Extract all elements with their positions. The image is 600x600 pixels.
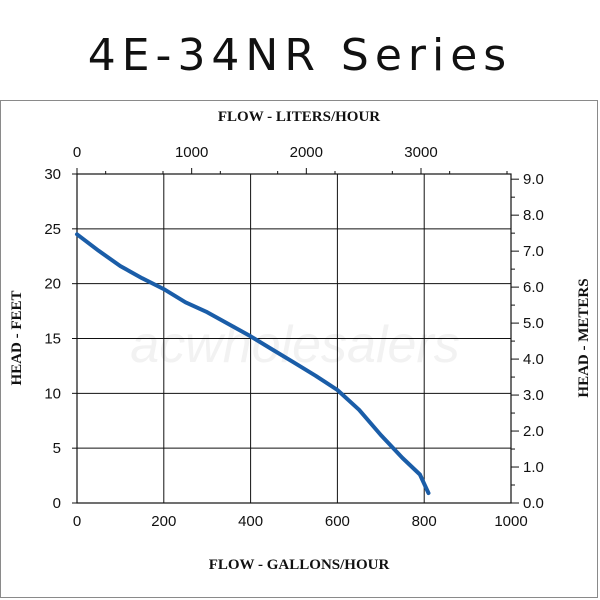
x-tick-label: 200 <box>151 513 176 530</box>
y-axis-title: HEAD - FEET <box>9 290 25 385</box>
pump-curve-line <box>75 232 431 496</box>
y2-tick-label: 0.0 <box>523 495 544 512</box>
x-axis-title: FLOW - GALLONS/HOUR <box>209 557 390 573</box>
y-tick-label: 5 <box>53 440 61 457</box>
page-title: 4E-34NR Series <box>87 30 513 81</box>
x2-tick-label: 2000 <box>290 144 323 161</box>
y2-tick-label: 9.0 <box>523 171 544 188</box>
x-tick-label: 600 <box>325 513 350 530</box>
grid <box>77 174 511 503</box>
y2-tick-label: 4.0 <box>523 351 544 368</box>
x-tick-label: 400 <box>238 513 263 530</box>
y2-axis-title: HEAD - METERS <box>576 278 592 397</box>
y2-tick-label: 6.0 <box>523 279 544 296</box>
y-tick-label: 30 <box>44 166 61 183</box>
x2-tick-label: 0 <box>73 144 81 161</box>
y-tick-label: 20 <box>44 276 61 293</box>
y2-tick-label: 1.0 <box>523 459 544 476</box>
x2-tick-label: 3000 <box>404 144 437 161</box>
y-tick-label: 25 <box>44 221 61 238</box>
ticks: 0 200 400 600 800 1000 0 5 10 15 20 25 30 0 1000 2000 30… <box>44 144 544 530</box>
y2-tick-label: 7.0 <box>523 243 544 260</box>
chart-frame <box>0 100 598 598</box>
x-tick-label: 1000 <box>494 513 527 530</box>
y-tick-label: 0 <box>53 495 61 512</box>
y-tick-label: 10 <box>44 385 61 402</box>
y2-tick-label: 8.0 <box>523 207 544 224</box>
x-tick-label: 0 <box>73 513 81 530</box>
x-tick-label: 800 <box>412 513 437 530</box>
y2-tick-label: 5.0 <box>523 315 544 332</box>
y-tick-label: 15 <box>44 331 61 348</box>
y2-tick-label: 3.0 <box>523 387 544 404</box>
x2-axis-title: FLOW - LITERS/HOUR <box>218 109 380 125</box>
x2-tick-label: 1000 <box>175 144 208 161</box>
y2-tick-label: 2.0 <box>523 423 544 440</box>
